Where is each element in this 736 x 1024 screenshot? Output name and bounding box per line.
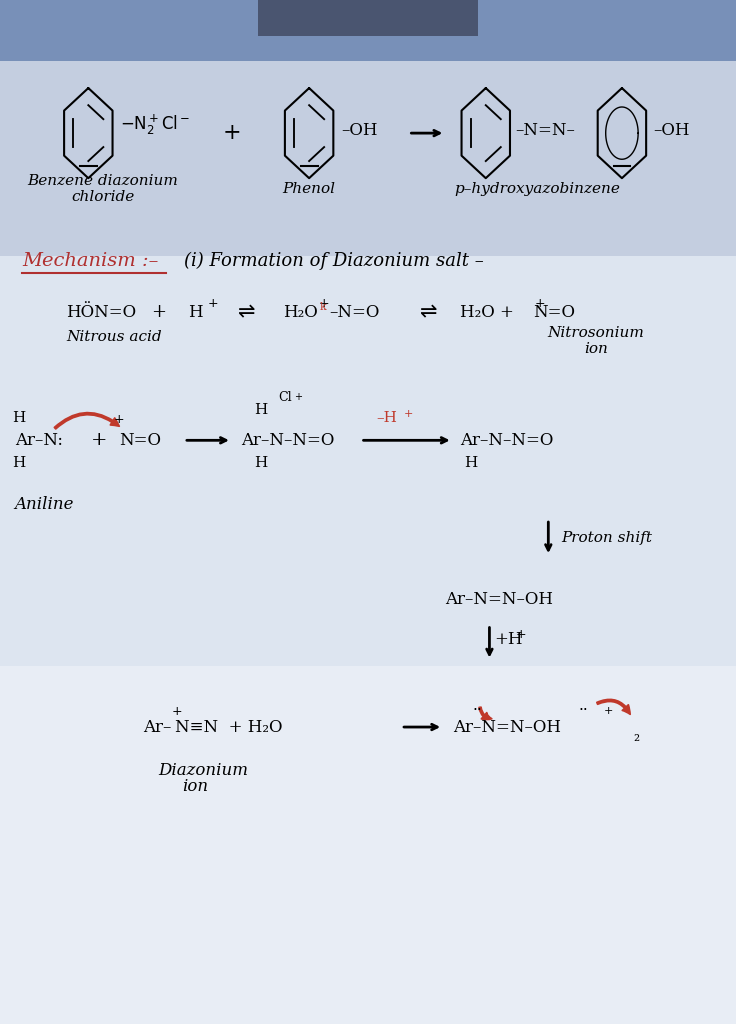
Text: –N=N–: –N=N– xyxy=(515,122,575,138)
Text: +: + xyxy=(515,629,526,641)
Text: –H: –H xyxy=(376,411,397,425)
Text: +: + xyxy=(604,706,613,716)
FancyArrowPatch shape xyxy=(597,699,630,715)
Text: –N=O: –N=O xyxy=(329,304,379,321)
Text: ⇌: ⇌ xyxy=(238,302,255,323)
Text: ion: ion xyxy=(584,342,608,356)
Text: +: + xyxy=(403,409,413,419)
Text: Phenol: Phenol xyxy=(283,182,336,197)
Text: ⇌: ⇌ xyxy=(420,302,437,323)
Bar xyxy=(0,0,736,61)
Text: ··: ·· xyxy=(472,703,482,718)
Text: –OH: –OH xyxy=(341,122,378,138)
Text: +: + xyxy=(319,297,329,309)
Text: –OH: –OH xyxy=(654,122,690,138)
Text: ion: ion xyxy=(183,778,208,795)
Text: N=O: N=O xyxy=(119,432,161,449)
Text: $-\mathrm{N_2^+Cl^-}$: $-\mathrm{N_2^+Cl^-}$ xyxy=(120,113,191,137)
Bar xyxy=(0,666,736,1024)
Text: +: + xyxy=(534,297,545,309)
Text: p–hydroxyazobinzene: p–hydroxyazobinzene xyxy=(454,182,620,197)
Text: +: + xyxy=(222,122,241,144)
Bar xyxy=(0,0,736,256)
Text: +: + xyxy=(294,392,302,402)
Bar xyxy=(0,256,736,666)
Text: Ar–N=N–OH: Ar–N=N–OH xyxy=(445,591,553,607)
Text: N=O: N=O xyxy=(534,304,576,321)
Text: +H: +H xyxy=(495,632,523,648)
Text: chloride: chloride xyxy=(71,189,135,204)
Text: H: H xyxy=(255,402,268,417)
Text: H: H xyxy=(12,411,25,425)
Text: Ar–: Ar– xyxy=(144,719,172,735)
Text: H: H xyxy=(188,304,202,321)
Text: ··: ·· xyxy=(578,703,589,718)
FancyArrowPatch shape xyxy=(54,413,119,429)
Text: Mechanism :–: Mechanism :– xyxy=(22,252,158,270)
Text: Diazonium: Diazonium xyxy=(158,762,248,778)
Text: Ar–N:: Ar–N: xyxy=(15,432,63,449)
Text: Cl: Cl xyxy=(278,391,292,403)
Text: N≡N  + H₂O: N≡N + H₂O xyxy=(175,719,283,735)
Text: (i) Formation of Diazonium salt –: (i) Formation of Diazonium salt – xyxy=(184,252,484,270)
Text: H₂O: H₂O xyxy=(283,304,318,321)
Text: Nitrosonium: Nitrosonium xyxy=(548,326,645,340)
Text: Nitrous acid: Nitrous acid xyxy=(66,330,162,344)
Text: +: + xyxy=(151,303,166,322)
Text: Ar–N–N=O: Ar–N–N=O xyxy=(241,432,335,449)
Text: Benzene diazonium: Benzene diazonium xyxy=(28,174,178,188)
Text: Ar–N–N=O: Ar–N–N=O xyxy=(460,432,553,449)
Text: HÖN=O: HÖN=O xyxy=(66,304,136,321)
Text: +: + xyxy=(91,431,107,450)
Text: H: H xyxy=(255,456,268,470)
Text: H: H xyxy=(464,456,478,470)
Text: H: H xyxy=(12,456,25,470)
Text: H₂O +: H₂O + xyxy=(460,304,514,321)
Text: k: k xyxy=(320,302,327,312)
Text: +: + xyxy=(114,414,124,426)
Text: +: + xyxy=(208,297,218,309)
Text: Ar–N=N–OH: Ar–N=N–OH xyxy=(453,719,561,735)
Text: ₂: ₂ xyxy=(633,730,639,744)
Text: Aniline: Aniline xyxy=(15,497,74,513)
Text: Proton shift: Proton shift xyxy=(561,530,652,545)
FancyArrowPatch shape xyxy=(479,708,492,720)
Text: +: + xyxy=(171,706,182,718)
Bar xyxy=(258,0,478,36)
